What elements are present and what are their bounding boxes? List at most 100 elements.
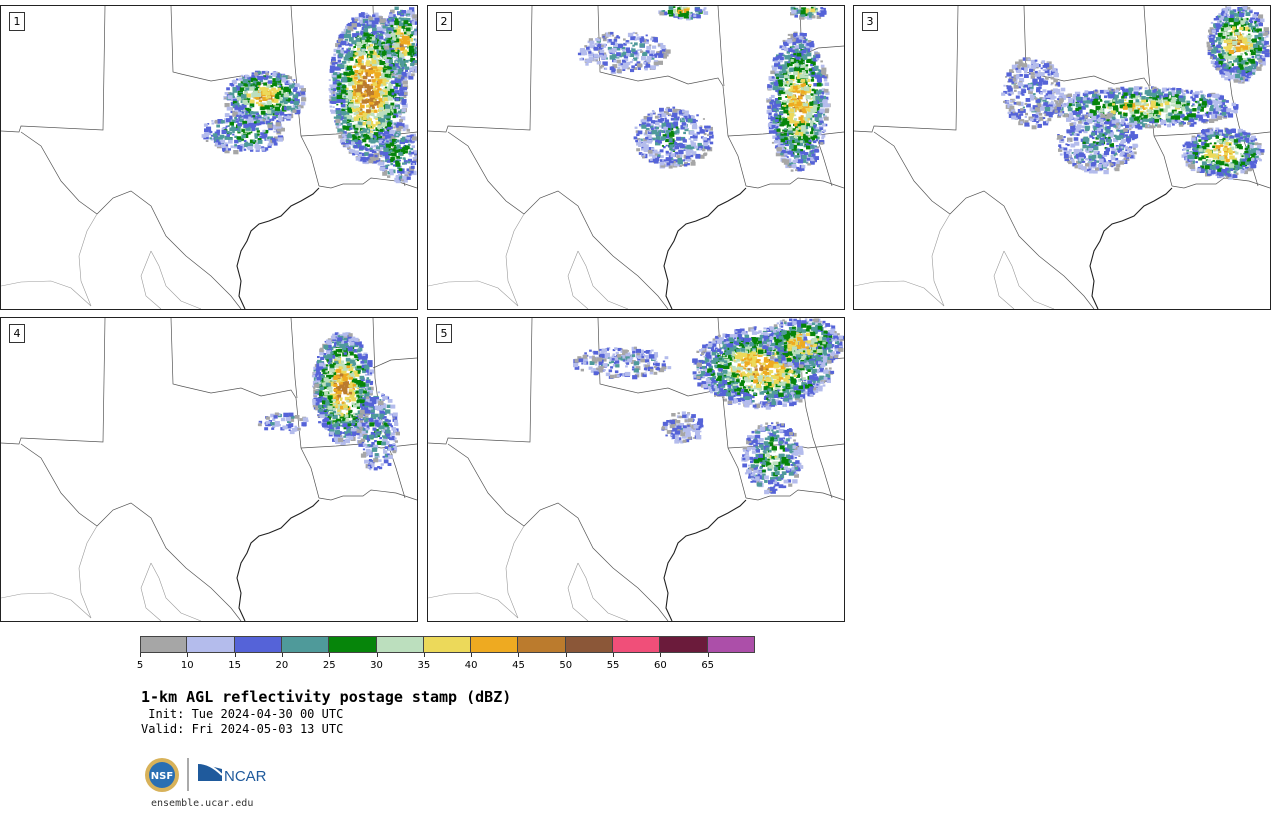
reflectivity-cell xyxy=(394,146,397,149)
reflectivity-cell xyxy=(808,40,812,43)
reflectivity-cell xyxy=(807,12,813,16)
reflectivity-cell xyxy=(693,137,698,141)
reflectivity-cell xyxy=(796,52,802,57)
reflectivity-cell xyxy=(661,125,664,128)
reflectivity-cell xyxy=(665,152,670,156)
reflectivity-cell xyxy=(372,48,375,50)
reflectivity-cell xyxy=(346,24,352,28)
reflectivity-cell xyxy=(808,73,812,76)
reflectivity-cell xyxy=(778,118,782,121)
reflectivity-cell xyxy=(386,140,392,145)
reflectivity-field xyxy=(1001,6,1270,180)
reflectivity-cell xyxy=(342,119,347,124)
reflectivity-cell xyxy=(394,69,398,73)
reflectivity-cell xyxy=(1235,74,1241,79)
reflectivity-cell xyxy=(774,107,779,111)
reflectivity-cell xyxy=(789,67,795,72)
reflectivity-cell xyxy=(265,137,271,141)
reflectivity-cell xyxy=(790,85,794,89)
reflectivity-cell xyxy=(662,159,665,162)
reflectivity-cell xyxy=(1227,61,1230,64)
reflectivity-cell xyxy=(376,157,380,160)
reflectivity-cell xyxy=(367,156,372,160)
reflectivity-cell xyxy=(375,75,380,79)
reflectivity-cell xyxy=(774,60,779,64)
reflectivity-cell xyxy=(355,105,358,108)
reflectivity-cell xyxy=(1256,22,1260,25)
reflectivity-cell xyxy=(230,110,234,114)
reflectivity-cell xyxy=(631,65,635,69)
reflectivity-cell xyxy=(671,8,676,13)
reflectivity-cell xyxy=(364,137,368,140)
panel-label: 1 xyxy=(9,12,25,31)
reflectivity-cell xyxy=(362,52,366,56)
reflectivity-cell xyxy=(785,148,789,152)
reflectivity-cell xyxy=(819,108,825,113)
reflectivity-cell xyxy=(659,149,664,153)
reflectivity-cell xyxy=(682,110,685,113)
reflectivity-cell xyxy=(376,113,380,116)
reflectivity-cell xyxy=(702,118,705,120)
reflectivity-cell xyxy=(409,7,415,12)
reflectivity-cell xyxy=(239,149,243,152)
reflectivity-cell xyxy=(348,132,351,136)
reflectivity-cell xyxy=(357,115,363,121)
reflectivity-cell xyxy=(410,165,415,169)
reflectivity-cell xyxy=(643,116,648,120)
reflectivity-cell xyxy=(1228,44,1233,48)
reflectivity-cell xyxy=(612,68,616,71)
reflectivity-cell xyxy=(402,175,407,180)
reflectivity-cell xyxy=(821,75,825,78)
reflectivity-cell xyxy=(333,95,337,98)
reflectivity-cell xyxy=(225,142,228,145)
reflectivity-cell xyxy=(384,108,391,113)
reflectivity-cell xyxy=(691,151,697,155)
reflectivity-cell xyxy=(773,108,777,111)
reflectivity-cell xyxy=(783,100,787,103)
reflectivity-cell xyxy=(403,13,406,16)
reflectivity-cell xyxy=(1245,61,1249,65)
reflectivity-cell xyxy=(336,125,340,128)
reflectivity-cell xyxy=(365,134,368,137)
reflectivity-cell xyxy=(771,124,776,129)
reflectivity-cell xyxy=(813,83,818,87)
reflectivity-cell xyxy=(391,148,396,152)
reflectivity-cell xyxy=(613,38,618,42)
reflectivity-cell xyxy=(403,160,408,164)
reflectivity-cell xyxy=(403,92,408,95)
reflectivity-cell xyxy=(674,145,679,150)
reflectivity-cell xyxy=(594,42,598,46)
reflectivity-cell xyxy=(332,77,338,82)
reflectivity-cell xyxy=(382,69,388,73)
reflectivity-cell xyxy=(408,48,415,53)
reflectivity-cell xyxy=(665,164,669,168)
reflectivity-cell xyxy=(1218,15,1221,18)
reflectivity-cell xyxy=(339,87,343,91)
reflectivity-cell xyxy=(392,66,397,70)
reflectivity-cell xyxy=(820,83,824,86)
reflectivity-cell xyxy=(1210,42,1215,46)
reflectivity-cell xyxy=(235,114,238,118)
reflectivity-cell xyxy=(263,75,269,80)
reflectivity-cell xyxy=(1242,58,1247,61)
reflectivity-cell xyxy=(358,79,362,83)
reflectivity-cell xyxy=(643,148,649,153)
reflectivity-cell xyxy=(787,39,793,44)
reflectivity-cell xyxy=(1225,49,1232,55)
reflectivity-cell xyxy=(808,139,812,143)
reflectivity-cell xyxy=(613,41,617,44)
reflectivity-cell xyxy=(1222,35,1226,39)
reflectivity-cell xyxy=(241,94,247,99)
reflectivity-cell xyxy=(395,139,400,143)
reflectivity-cell xyxy=(203,133,209,137)
reflectivity-cell xyxy=(389,172,394,176)
reflectivity-cell xyxy=(699,154,705,159)
reflectivity-cell xyxy=(333,53,337,56)
reflectivity-cell xyxy=(407,143,411,146)
reflectivity-cell xyxy=(382,160,385,163)
reflectivity-cell xyxy=(1223,13,1227,16)
reflectivity-cell xyxy=(783,148,786,150)
reflectivity-cell xyxy=(294,110,301,115)
reflectivity-cell xyxy=(337,61,341,64)
reflectivity-cell xyxy=(1250,20,1254,23)
